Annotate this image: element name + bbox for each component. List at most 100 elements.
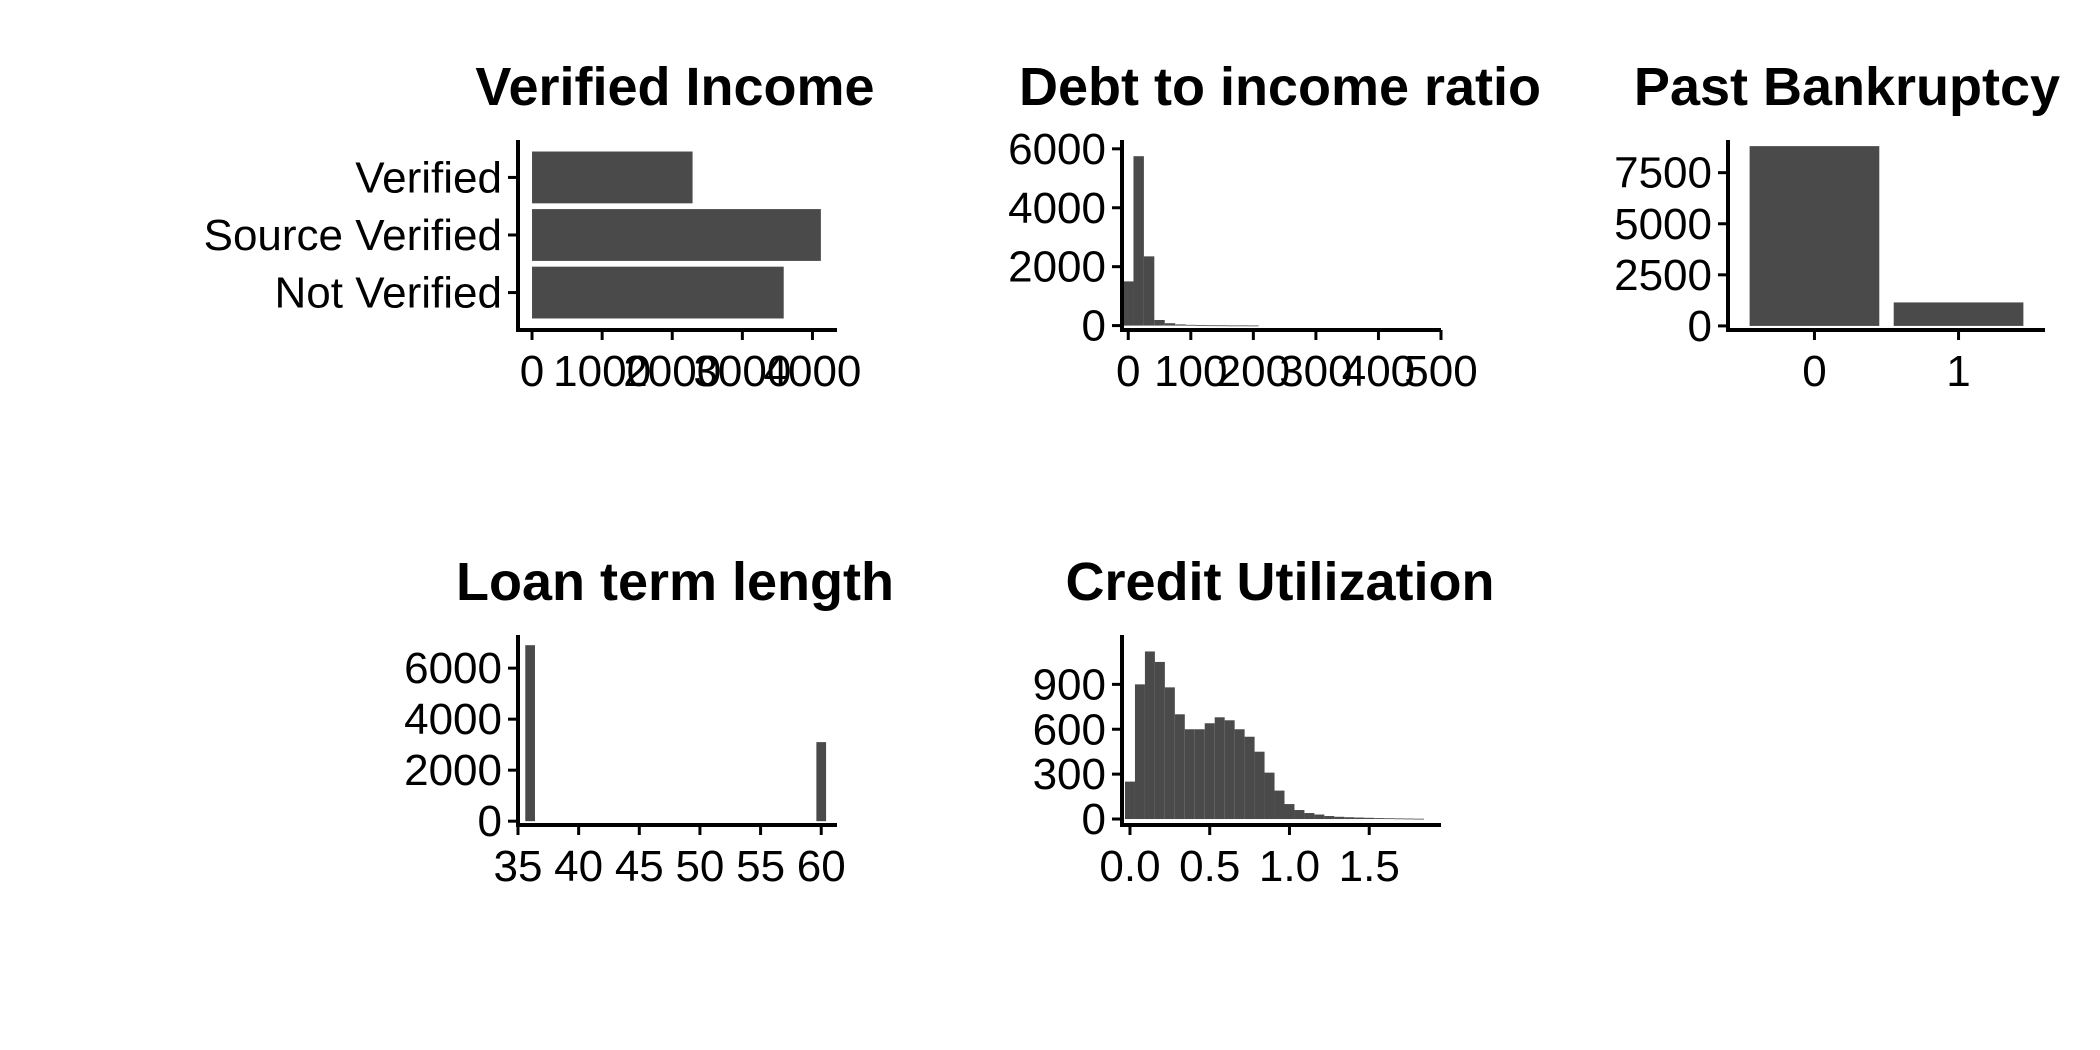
credit-utilization-y-tick-label: 600: [1033, 705, 1106, 754]
credit-utilization-bar: [1234, 729, 1245, 820]
past-bankruptcy-bar: [1893, 302, 2024, 326]
loan-term-bar: [525, 645, 535, 822]
loan-term-x-tick-label: 60: [797, 842, 846, 891]
verified-income-x-tick-label: 3000: [693, 347, 791, 396]
loan-term-bar: [816, 742, 827, 822]
loan-term-x-tick-label: 55: [736, 842, 785, 891]
title-past-bankruptcy: Past Bankruptcy: [1634, 57, 2060, 117]
verified-income-x-tick-label: 1000: [553, 347, 651, 396]
debt-to-income-bar: [1248, 325, 1259, 327]
credit-utilization-bar: [1324, 816, 1335, 820]
past-bankruptcy-bar: [1749, 146, 1880, 326]
debt-to-income-x-tick-label: 200: [1217, 347, 1290, 396]
credit-utilization-bar: [1394, 818, 1405, 820]
credit-utilization-bar: [1344, 817, 1355, 820]
credit-utilization-bar: [1184, 729, 1195, 820]
credit-utilization-bar: [1134, 684, 1145, 820]
past-bankruptcy-y-tick-label: 0: [1688, 302, 1712, 351]
loan-term-x-tick-label: 50: [675, 842, 724, 891]
credit-utilization-x-tick-label: 0.5: [1179, 842, 1240, 891]
credit-utilization-bar: [1274, 790, 1285, 820]
debt-to-income-x-tick-label: 0: [1116, 347, 1140, 396]
credit-utilization-bar: [1164, 687, 1175, 820]
credit-utilization-bar: [1244, 736, 1255, 820]
verified-income-x-tick-label: 0: [520, 347, 544, 396]
debt-to-income-y-tick-label: 2000: [1008, 243, 1106, 292]
credit-utilization-x-tick-label: 0.0: [1099, 842, 1160, 891]
credit-utilization-bar: [1314, 814, 1325, 820]
loan-term-y-tick-label: 2000: [404, 746, 502, 795]
title-credit-utilization: Credit Utilization: [1066, 552, 1495, 612]
debt-to-income-bar: [1216, 325, 1228, 327]
panel-verified-income: Verified Income Not Verified Source Verif…: [204, 57, 875, 396]
debt-to-income-bar: [1206, 325, 1217, 327]
panel-loan-term: Loan term length 35 40 45 50 55 60 02000400060…: [404, 552, 894, 891]
debt-to-income-bar: [1175, 324, 1186, 326]
debt-to-income-bar: [1164, 323, 1176, 326]
credit-utilization-bar: [1144, 651, 1155, 820]
title-debt-to-income: Debt to income ratio: [1019, 57, 1541, 117]
panel-credit-utilization: Credit Utilization 0.0 0.5 1.0 1.5 030060090…: [1033, 552, 1495, 891]
past-bankruptcy-x-tick-label: 1: [1946, 347, 1970, 396]
loan-term-y-tick-label: 6000: [404, 644, 502, 693]
debt-to-income-bar: [1196, 325, 1207, 326]
debt-to-income-y-tick-label: 4000: [1008, 184, 1106, 233]
debt-to-income-bar: [1123, 281, 1134, 326]
credit-utilization-bar: [1204, 723, 1215, 820]
credit-utilization-bar: [1374, 818, 1385, 820]
verified-income-x-tick-label: 4000: [764, 347, 862, 396]
verified-income-category-label: Verified: [355, 153, 502, 202]
verified-income-category-label: Not Verified: [275, 269, 502, 318]
past-bankruptcy-y-tick-label: 5000: [1614, 200, 1712, 249]
debt-to-income-bar: [1227, 325, 1238, 327]
past-bankruptcy-y-tick-label: 2500: [1614, 251, 1712, 300]
verified-income-bar: [532, 266, 784, 319]
loan-term-x-tick-label: 45: [615, 842, 664, 891]
credit-utilization-bar: [1364, 817, 1375, 820]
credit-utilization-bar: [1264, 772, 1275, 820]
verified-income-bar: [532, 209, 821, 261]
past-bankruptcy-x-tick-label: 0: [1802, 347, 1826, 396]
credit-utilization-x-tick-label: 1.5: [1339, 842, 1400, 891]
debt-to-income-bar: [1154, 319, 1165, 326]
debt-to-income-x-tick-label: 300: [1279, 347, 1352, 396]
debt-to-income-bar: [1185, 324, 1197, 326]
debt-to-income-y-tick-label: 6000: [1008, 125, 1106, 174]
credit-utilization-bar: [1174, 714, 1185, 820]
credit-utilization-bar: [1154, 661, 1165, 820]
verified-income-category-label: Source Verified: [204, 211, 502, 260]
debt-to-income-x-tick-label: 100: [1154, 347, 1227, 396]
loan-term-y-tick-label: 4000: [404, 695, 502, 744]
title-loan-term: Loan term length: [456, 552, 894, 612]
loan-term-x-tick-label: 35: [494, 842, 543, 891]
loan-term-x-tick-label: 40: [554, 842, 603, 891]
credit-utilization-bar: [1254, 751, 1265, 820]
debt-to-income-y-tick-label: 0: [1082, 302, 1106, 351]
credit-utilization-bar: [1224, 720, 1235, 820]
verified-income-bar: [532, 151, 693, 204]
credit-utilization-bar: [1294, 810, 1305, 820]
credit-utilization-bar: [1214, 717, 1225, 820]
credit-utilization-bar: [1414, 818, 1425, 820]
debt-to-income-x-tick-label: 400: [1342, 347, 1415, 396]
loan-term-y-tick-label: 0: [478, 797, 502, 846]
past-bankruptcy-y-tick-label: 7500: [1614, 149, 1712, 198]
title-verified-income: Verified Income: [475, 57, 874, 117]
credit-utilization-bar: [1194, 729, 1205, 820]
credit-utilization-bar: [1354, 817, 1365, 820]
credit-utilization-x-tick-label: 1.0: [1259, 842, 1320, 891]
debt-to-income-bar: [1143, 256, 1155, 326]
debt-to-income-x-tick-label: 500: [1404, 347, 1477, 396]
credit-utilization-bar: [1334, 816, 1345, 820]
credit-utilization-y-tick-label: 0: [1082, 795, 1106, 844]
credit-utilization-y-tick-label: 900: [1033, 660, 1106, 709]
credit-utilization-y-tick-label: 300: [1033, 750, 1106, 799]
credit-utilization-bar: [1124, 781, 1135, 820]
credit-utilization-bar: [1384, 818, 1395, 820]
verified-income-x-tick-label: 2000: [623, 347, 721, 396]
credit-utilization-bar: [1404, 818, 1415, 820]
debt-to-income-bar: [1133, 156, 1144, 326]
